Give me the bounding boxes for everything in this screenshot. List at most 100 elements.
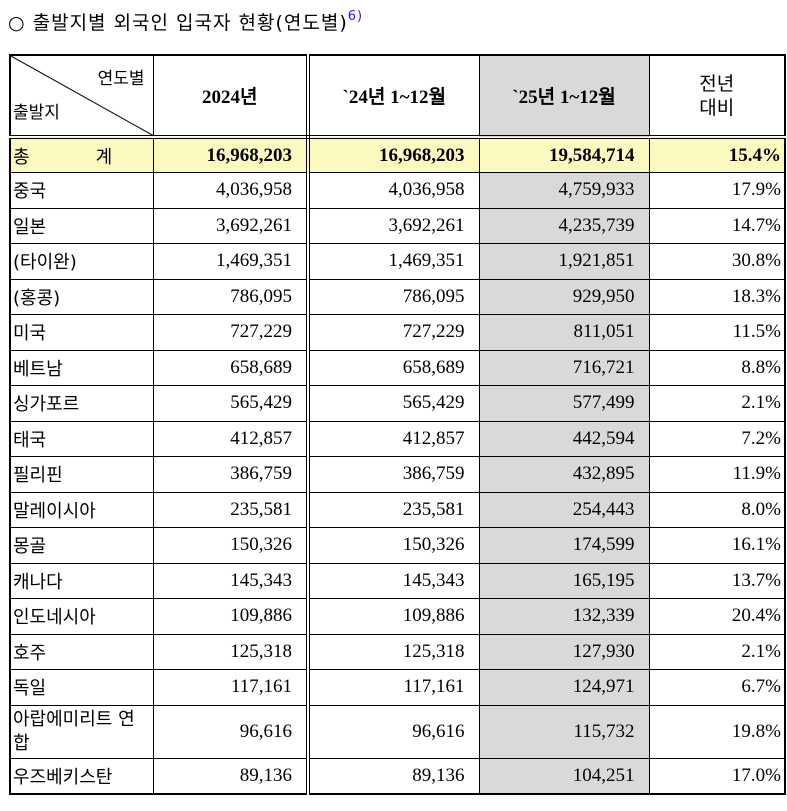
- value-24: 3,692,261: [307, 207, 480, 244]
- yoy-pct: 6.7%: [648, 669, 786, 706]
- corner-header-cell: 연도별 출발지: [9, 54, 154, 139]
- value-25: 1,921,851: [478, 243, 650, 280]
- value-25: 4,759,933: [478, 172, 650, 209]
- header-25-jan-dec: `25년 1~12월: [478, 54, 650, 139]
- yoy-pct: 16.1%: [648, 527, 786, 564]
- yoy-pct: 20.4%: [648, 598, 786, 635]
- value-24: 89,136: [307, 757, 480, 794]
- table-row: 싱가포르 565,429 565,429 577,499 2.1%: [9, 385, 786, 422]
- value-2024: 117,161: [152, 669, 310, 706]
- country-name: (홍콩): [9, 278, 154, 315]
- yoy-pct: 8.8%: [648, 349, 786, 386]
- yoy-pct: 18.3%: [648, 278, 786, 315]
- country-name: 미국: [9, 314, 154, 351]
- table-row: 호주 125,318 125,318 127,930 2.1%: [9, 633, 786, 670]
- total-label-1: 총: [13, 146, 30, 168]
- table-row: 우즈베키스탄 89,136 89,136 104,251 17.0%: [9, 757, 786, 794]
- value-24: 4,036,958: [307, 172, 480, 209]
- yoy-pct: 7.2%: [648, 420, 786, 457]
- yoy-pct: 17.9%: [648, 172, 786, 209]
- value-2024: 150,326: [152, 527, 310, 564]
- value-25: 124,971: [478, 669, 650, 706]
- value-2024: 125,318: [152, 633, 310, 670]
- total-2024: 16,968,203: [152, 136, 310, 173]
- table-row: (타이완) 1,469,351 1,469,351 1,921,851 30.8%: [9, 243, 786, 280]
- value-25: 716,721: [478, 349, 650, 386]
- corner-origin-label: 출발지: [13, 103, 60, 123]
- country-name: 아랍에미리트 연합: [9, 704, 154, 759]
- country-name: 일본: [9, 207, 154, 244]
- country-name: 필리핀: [9, 456, 154, 493]
- yoy-pct: 11.9%: [648, 456, 786, 493]
- value-24: 565,429: [307, 385, 480, 422]
- value-2024: 89,136: [152, 757, 310, 794]
- value-25: 254,443: [478, 491, 650, 528]
- value-24: 727,229: [307, 314, 480, 351]
- country-name: 몽골: [9, 527, 154, 564]
- header-24-jan-dec: `24년 1~12월: [307, 54, 480, 139]
- header-row: 연도별 출발지 2024년 `24년 1~12월 `25년 1~12월 전년 대비: [9, 54, 786, 139]
- value-2024: 727,229: [152, 314, 310, 351]
- value-2024: 412,857: [152, 420, 310, 457]
- yoy-pct: 8.0%: [648, 491, 786, 528]
- yoy-pct: 17.0%: [648, 757, 786, 794]
- table-row: 일본 3,692,261 3,692,261 4,235,739 14.7%: [9, 207, 786, 244]
- table-row: 필리핀 386,759 386,759 432,895 11.9%: [9, 456, 786, 493]
- value-24: 235,581: [307, 491, 480, 528]
- country-name: 우즈베키스탄: [9, 757, 154, 794]
- value-25: 165,195: [478, 562, 650, 599]
- table-row: 미국 727,229 727,229 811,051 11.5%: [9, 314, 786, 351]
- value-25: 442,594: [478, 420, 650, 457]
- table-row: 인도네시아 109,886 109,886 132,339 20.4%: [9, 598, 786, 635]
- total-24: 16,968,203: [307, 136, 480, 173]
- value-2024: 96,616: [152, 704, 310, 759]
- value-2024: 658,689: [152, 349, 310, 386]
- table-row: 몽골 150,326 150,326 174,599 16.1%: [9, 527, 786, 564]
- yoy-pct: 19.8%: [648, 704, 786, 759]
- value-24: 386,759: [307, 456, 480, 493]
- value-24: 125,318: [307, 633, 480, 670]
- value-2024: 4,036,958: [152, 172, 310, 209]
- yoy-pct: 2.1%: [648, 385, 786, 422]
- table-row: 말레이시아 235,581 235,581 254,443 8.0%: [9, 491, 786, 528]
- country-name: 베트남: [9, 349, 154, 386]
- value-2024: 386,759: [152, 456, 310, 493]
- header-yoy: 전년 대비: [648, 54, 786, 139]
- yoy-pct: 11.5%: [648, 314, 786, 351]
- country-name: 독일: [9, 669, 154, 706]
- title-text: ○ 출발지별 외국인 입국자 현황(연도별): [8, 12, 348, 34]
- country-name: 중국: [9, 172, 154, 209]
- value-25: 432,895: [478, 456, 650, 493]
- value-25: 127,930: [478, 633, 650, 670]
- value-25: 811,051: [478, 314, 650, 351]
- country-name: 말레이시아: [9, 491, 154, 528]
- value-25: 104,251: [478, 757, 650, 794]
- header-2024: 2024년: [152, 54, 310, 139]
- header-yoy-line1: 전년: [699, 72, 735, 95]
- value-2024: 145,343: [152, 562, 310, 599]
- total-label-2: 계: [95, 146, 113, 168]
- value-24: 145,343: [307, 562, 480, 599]
- value-2024: 786,095: [152, 278, 310, 315]
- table-row: (홍콩) 786,095 786,095 929,950 18.3%: [9, 278, 786, 315]
- country-name: 캐나다: [9, 562, 154, 599]
- country-name: 호주: [9, 633, 154, 670]
- value-25: 929,950: [478, 278, 650, 315]
- yoy-pct: 2.1%: [648, 633, 786, 670]
- total-pct: 15.4%: [648, 136, 786, 173]
- table-row: 베트남 658,689 658,689 716,721 8.8%: [9, 349, 786, 386]
- yoy-pct: 30.8%: [648, 243, 786, 280]
- value-24: 786,095: [307, 278, 480, 315]
- corner-year-label: 연도별: [97, 69, 145, 89]
- table-row: 독일 117,161 117,161 124,971 6.7%: [9, 669, 786, 706]
- country-name: 태국: [9, 420, 154, 457]
- table-row: 중국 4,036,958 4,036,958 4,759,933 17.9%: [9, 172, 786, 209]
- table-row: 태국 412,857 412,857 442,594 7.2%: [9, 420, 786, 457]
- yoy-pct: 14.7%: [648, 207, 786, 244]
- value-24: 1,469,351: [307, 243, 480, 280]
- country-name: (타이완): [9, 243, 154, 280]
- table-row: 캐나다 145,343 145,343 165,195 13.7%: [9, 562, 786, 599]
- footnote-link[interactable]: 6): [347, 8, 364, 24]
- value-24: 150,326: [307, 527, 480, 564]
